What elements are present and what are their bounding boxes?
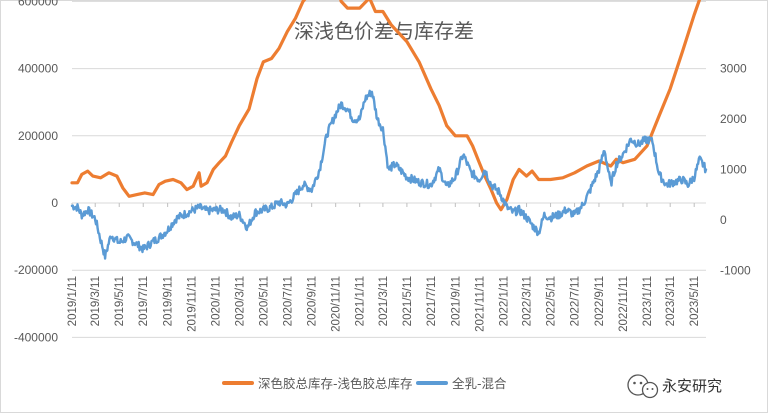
x-tick-label: 2020/9/11	[307, 276, 319, 326]
x-tick-label: 2019/1/11	[67, 276, 79, 326]
x-tick-label: 2022/5/11	[546, 276, 558, 326]
chart-title: 深浅色价差与库存差	[294, 19, 474, 43]
x-tick-label: 2021/9/11	[450, 276, 462, 326]
x-tick-label: 2021/1/11	[355, 276, 367, 326]
x-tick-label: 2021/7/11	[426, 276, 438, 326]
series-line-1	[70, 0, 702, 212]
legend-label: 深色胶总库存-浅色胶总库存	[258, 376, 413, 391]
x-tick-label: 2023/3/11	[665, 276, 677, 326]
y-right-tick-label: 3000	[720, 62, 747, 76]
x-tick-label: 2020/3/11	[234, 276, 246, 326]
y-right-tick-label: -1000	[720, 264, 751, 278]
x-tick-label: 2020/5/11	[258, 276, 270, 326]
x-tick-label: 2021/11/11	[474, 276, 486, 332]
x-tick-label: 2019/7/11	[138, 276, 150, 326]
watermark-text: 永安研究	[662, 377, 722, 395]
x-tick-label: 2022/3/11	[522, 276, 534, 326]
x-tick-label: 2021/5/11	[402, 276, 414, 326]
y-left-tick-label: 600000	[18, 0, 58, 8]
x-axis: 2019/1/11 2019/3/11 2019/5/11 2019/7/11 2019…	[67, 203, 701, 332]
x-tick-label: 2023/5/11	[689, 276, 701, 326]
y-right-tick-label: 0	[720, 213, 727, 227]
series-line-2	[70, 89, 708, 260]
legend: 深色胶总库存-浅色胶总库存 全乳-混合	[222, 376, 507, 391]
grid-lines	[72, 0, 706, 338]
x-tick-label: 2023/1/11	[642, 276, 654, 326]
x-tick-label: 2020/7/11	[282, 276, 294, 326]
y-right-tick-label: 1000	[720, 163, 747, 177]
x-tick-label: 2021/3/11	[378, 276, 390, 326]
y-right-tick-label: 2000	[720, 112, 747, 126]
x-tick-label: 2022/7/11	[570, 276, 582, 326]
x-tick-label: 2019/5/11	[114, 276, 126, 326]
y-left-tick-label: 400000	[18, 62, 58, 76]
y-left-tick-label: 0	[51, 196, 58, 210]
x-tick-label: 2019/9/11	[163, 276, 175, 326]
watermark: 永安研究	[627, 374, 722, 399]
series-lines	[70, 0, 708, 260]
x-tick-label: 2022/11/11	[618, 276, 630, 332]
legend-label: 全乳-混合	[452, 376, 507, 391]
x-tick-label: 2020/11/11	[331, 276, 343, 332]
wechat-icon	[627, 374, 659, 399]
y-left-tick-label: 200000	[18, 129, 58, 143]
y-left-tick-label: -400000	[14, 330, 58, 344]
x-tick-label: 2022/1/11	[498, 276, 510, 326]
x-tick-label: 2019/3/11	[90, 276, 102, 326]
x-tick-label: 2022/9/11	[594, 276, 606, 326]
y-axis-left: -400000-2000000200000400000600000800000	[14, 0, 58, 344]
x-tick-label: 2020/1/11	[211, 276, 223, 326]
y-axis-right: -1000 0 1000 2000 3000	[720, 62, 751, 278]
x-tick-label: 2019/11/11	[187, 276, 199, 332]
y-left-tick-label: -200000	[14, 263, 58, 277]
